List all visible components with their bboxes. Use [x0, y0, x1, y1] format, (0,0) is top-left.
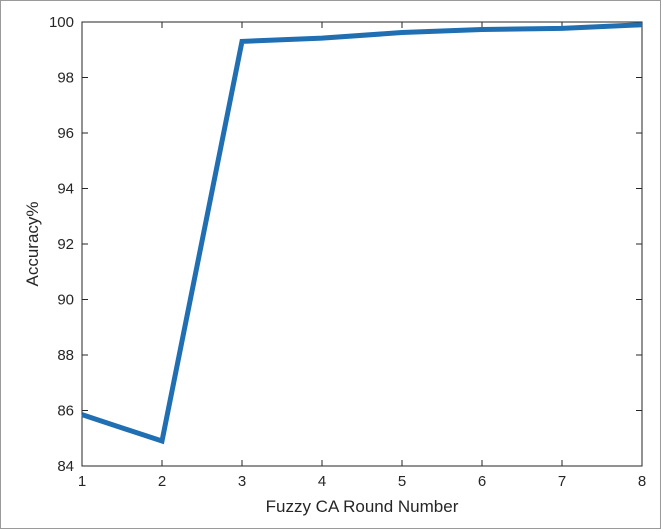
y-tick-label: 94 [57, 181, 74, 198]
x-tick-label: 2 [158, 473, 166, 490]
y-tick-label: 90 [57, 292, 74, 309]
y-tick-label: 98 [57, 70, 74, 87]
y-tick-label: 92 [57, 236, 74, 253]
x-tick-label: 4 [318, 473, 326, 490]
x-tick-label: 6 [478, 473, 486, 490]
y-axis-label: Accuracy% [23, 201, 42, 286]
x-axis-label: Fuzzy CA Round Number [266, 497, 459, 516]
y-tick-label: 96 [57, 125, 74, 142]
x-tick-label: 8 [638, 473, 646, 490]
plot-area [81, 21, 643, 467]
y-tick-label: 86 [57, 403, 74, 420]
x-tick-label: 5 [398, 473, 406, 490]
y-tick-label: 88 [57, 347, 74, 364]
x-tick-label: 1 [78, 473, 86, 490]
x-axis-ticks: 1 2 3 4 5 6 7 8 [78, 22, 646, 490]
y-axis-ticks: 84 86 88 90 92 94 96 98 100 [49, 14, 642, 475]
y-tick-label: 84 [57, 458, 74, 475]
x-tick-label: 3 [238, 473, 246, 490]
series-line [81, 22, 643, 445]
x-tick-label: 7 [558, 473, 566, 490]
y-tick-label: 100 [49, 14, 74, 31]
